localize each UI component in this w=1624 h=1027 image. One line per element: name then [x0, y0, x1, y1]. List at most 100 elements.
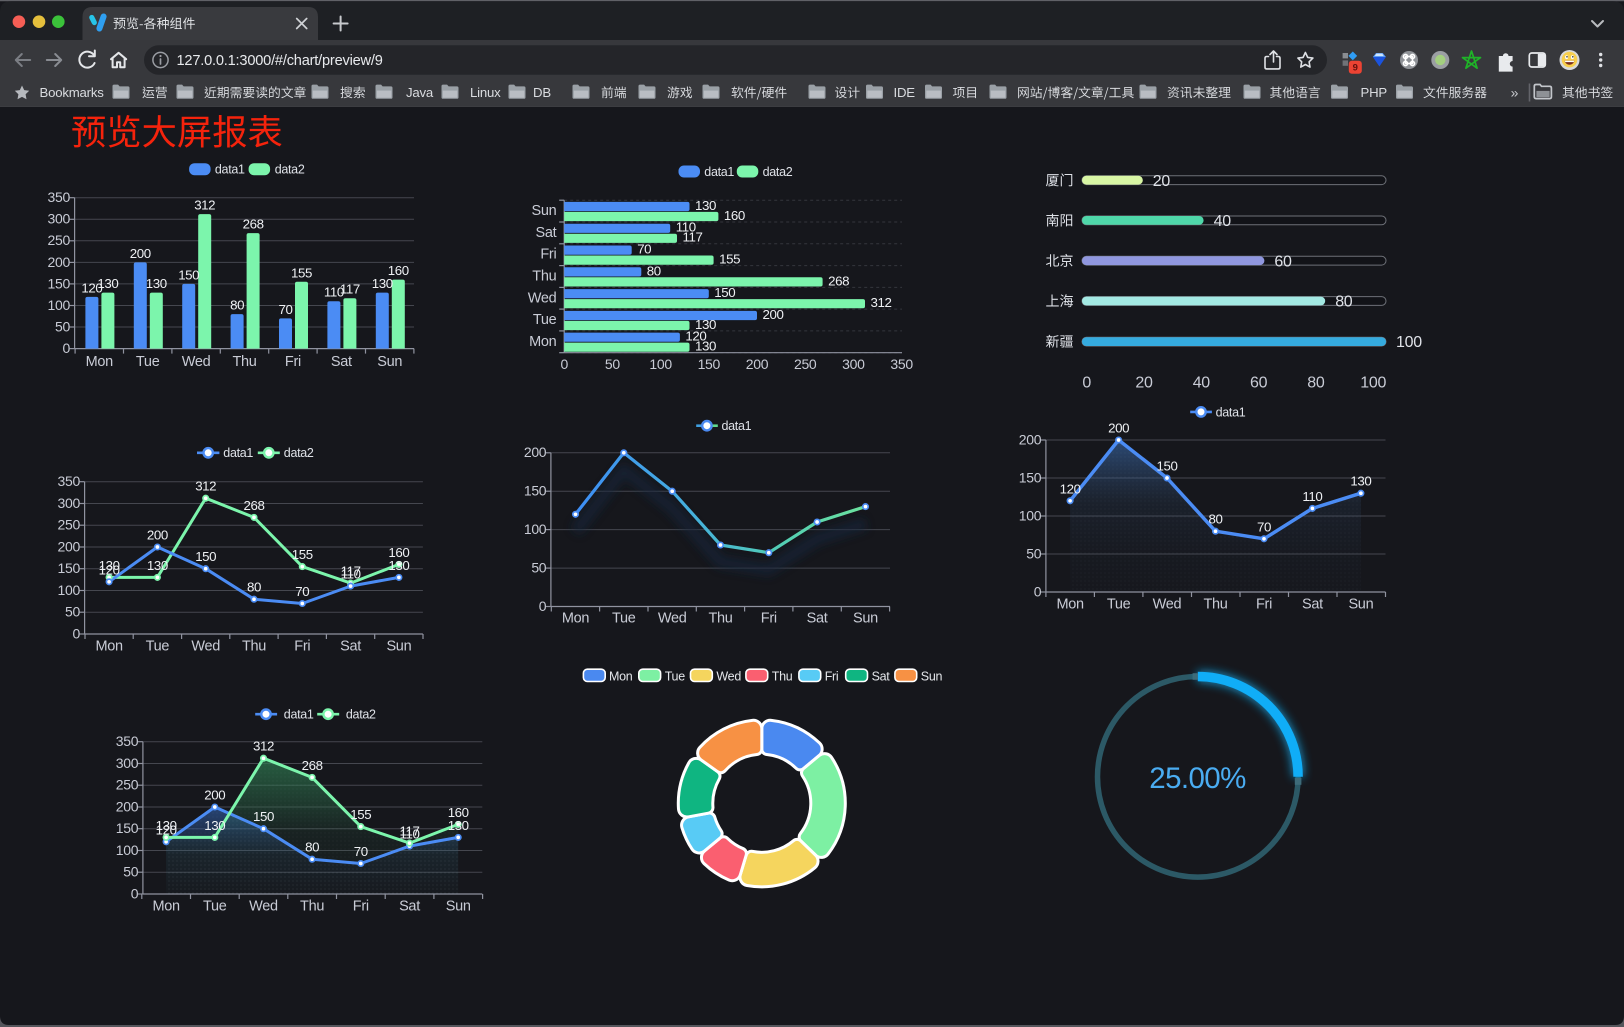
svg-text:DB: DB: [533, 85, 551, 100]
svg-text:200: 200: [130, 246, 151, 261]
svg-text:130: 130: [146, 276, 167, 291]
svg-text:250: 250: [48, 232, 71, 248]
svg-text:130: 130: [156, 818, 177, 833]
svg-text:Wed: Wed: [182, 354, 211, 370]
svg-text:100: 100: [58, 582, 81, 598]
svg-text:Tue: Tue: [533, 312, 557, 328]
svg-text:Wed: Wed: [249, 898, 278, 914]
svg-text:312: 312: [871, 295, 892, 310]
svg-text:100: 100: [524, 521, 547, 537]
svg-text:150: 150: [1157, 459, 1178, 474]
svg-text:0: 0: [131, 885, 139, 901]
svg-text:0: 0: [73, 625, 81, 641]
svg-text:155: 155: [719, 252, 740, 267]
svg-text:130: 130: [448, 818, 469, 833]
svg-text:200: 200: [147, 528, 168, 543]
svg-text:9: 9: [1353, 63, 1358, 74]
svg-text:150: 150: [524, 483, 547, 499]
svg-text:data2: data2: [346, 708, 376, 722]
svg-text:Sat: Sat: [1302, 597, 1323, 613]
svg-text:250: 250: [58, 517, 81, 533]
svg-text:150: 150: [698, 356, 721, 372]
svg-text:25.00%: 25.00%: [1149, 762, 1246, 795]
svg-text:Thu: Thu: [532, 269, 556, 285]
svg-text:160: 160: [388, 545, 409, 560]
svg-text:110: 110: [400, 827, 420, 842]
svg-text:60: 60: [1250, 375, 1268, 392]
svg-text:Fri: Fri: [294, 638, 310, 654]
svg-text:160: 160: [388, 263, 409, 278]
svg-text:120: 120: [1060, 481, 1081, 496]
svg-text:Mon: Mon: [609, 669, 633, 683]
svg-text:300: 300: [58, 495, 81, 511]
svg-text:40: 40: [1193, 375, 1211, 392]
svg-text:data1: data1: [704, 165, 734, 179]
svg-text:100: 100: [649, 356, 672, 372]
svg-text:Thu: Thu: [708, 611, 732, 627]
svg-text:Sat: Sat: [536, 225, 557, 241]
svg-text:0: 0: [1082, 375, 1091, 392]
svg-text:Thu: Thu: [242, 638, 266, 654]
svg-text:100: 100: [1019, 507, 1042, 523]
svg-text:Tue: Tue: [136, 354, 160, 370]
svg-text:Sun: Sun: [1348, 597, 1373, 613]
svg-text:IDE: IDE: [894, 85, 916, 100]
svg-text:100: 100: [1396, 334, 1422, 351]
svg-text:80: 80: [230, 298, 244, 313]
svg-text:268: 268: [243, 217, 264, 232]
svg-text:50: 50: [605, 356, 620, 372]
svg-text:Java: Java: [406, 85, 434, 100]
svg-text:300: 300: [842, 356, 865, 372]
svg-text:Sat: Sat: [331, 354, 352, 370]
svg-text:312: 312: [195, 479, 216, 494]
svg-text:130: 130: [388, 558, 409, 573]
svg-text:Sat: Sat: [399, 898, 420, 914]
svg-text:268: 268: [302, 758, 323, 773]
svg-text:155: 155: [292, 547, 313, 562]
svg-text:130: 130: [372, 276, 393, 291]
svg-text:Fri: Fri: [353, 898, 369, 914]
svg-text:250: 250: [794, 356, 817, 372]
svg-text:200: 200: [1108, 421, 1129, 436]
svg-text:80: 80: [247, 580, 261, 595]
svg-text:312: 312: [253, 739, 274, 754]
svg-text:50: 50: [531, 560, 546, 576]
svg-text:160: 160: [448, 805, 469, 820]
svg-text:Tue: Tue: [146, 638, 170, 654]
svg-text:150: 150: [195, 549, 216, 564]
svg-text:20: 20: [1153, 173, 1171, 190]
svg-text:155: 155: [350, 807, 371, 822]
svg-text:Fri: Fri: [540, 247, 556, 263]
svg-text:130: 130: [97, 276, 118, 291]
svg-text:50: 50: [1026, 545, 1041, 561]
svg-text:150: 150: [253, 809, 274, 824]
svg-text:data1: data1: [284, 708, 314, 722]
svg-text:127.0.0.1:3000/#/chart/preview: 127.0.0.1:3000/#/chart/preview/9: [177, 53, 383, 69]
svg-text:data2: data2: [275, 163, 305, 177]
svg-text:50: 50: [65, 604, 80, 620]
svg-text:Mon: Mon: [1056, 597, 1084, 613]
svg-text:0: 0: [63, 340, 71, 356]
svg-text:150: 150: [48, 275, 71, 291]
svg-text:200: 200: [204, 788, 225, 803]
svg-text:Mon: Mon: [86, 354, 114, 370]
svg-text:200: 200: [746, 356, 769, 372]
svg-text:Mon: Mon: [562, 611, 590, 627]
svg-text:130: 130: [99, 558, 120, 573]
svg-text:Fri: Fri: [285, 354, 301, 370]
svg-text:0: 0: [560, 356, 568, 372]
svg-text:Wed: Wed: [1153, 597, 1182, 613]
svg-text:Mon: Mon: [152, 898, 180, 914]
svg-text:120: 120: [156, 822, 177, 837]
svg-text:Sun: Sun: [446, 898, 471, 914]
svg-text:80: 80: [1335, 294, 1353, 311]
svg-text:312: 312: [194, 198, 215, 213]
svg-text:data1: data1: [722, 419, 752, 433]
svg-text:350: 350: [48, 189, 71, 205]
svg-text:Wed: Wed: [716, 669, 741, 683]
svg-text:110: 110: [324, 285, 344, 300]
svg-text:155: 155: [291, 265, 312, 280]
svg-text:Sun: Sun: [853, 611, 878, 627]
svg-text:160: 160: [724, 208, 745, 223]
svg-text:Thu: Thu: [300, 898, 324, 914]
